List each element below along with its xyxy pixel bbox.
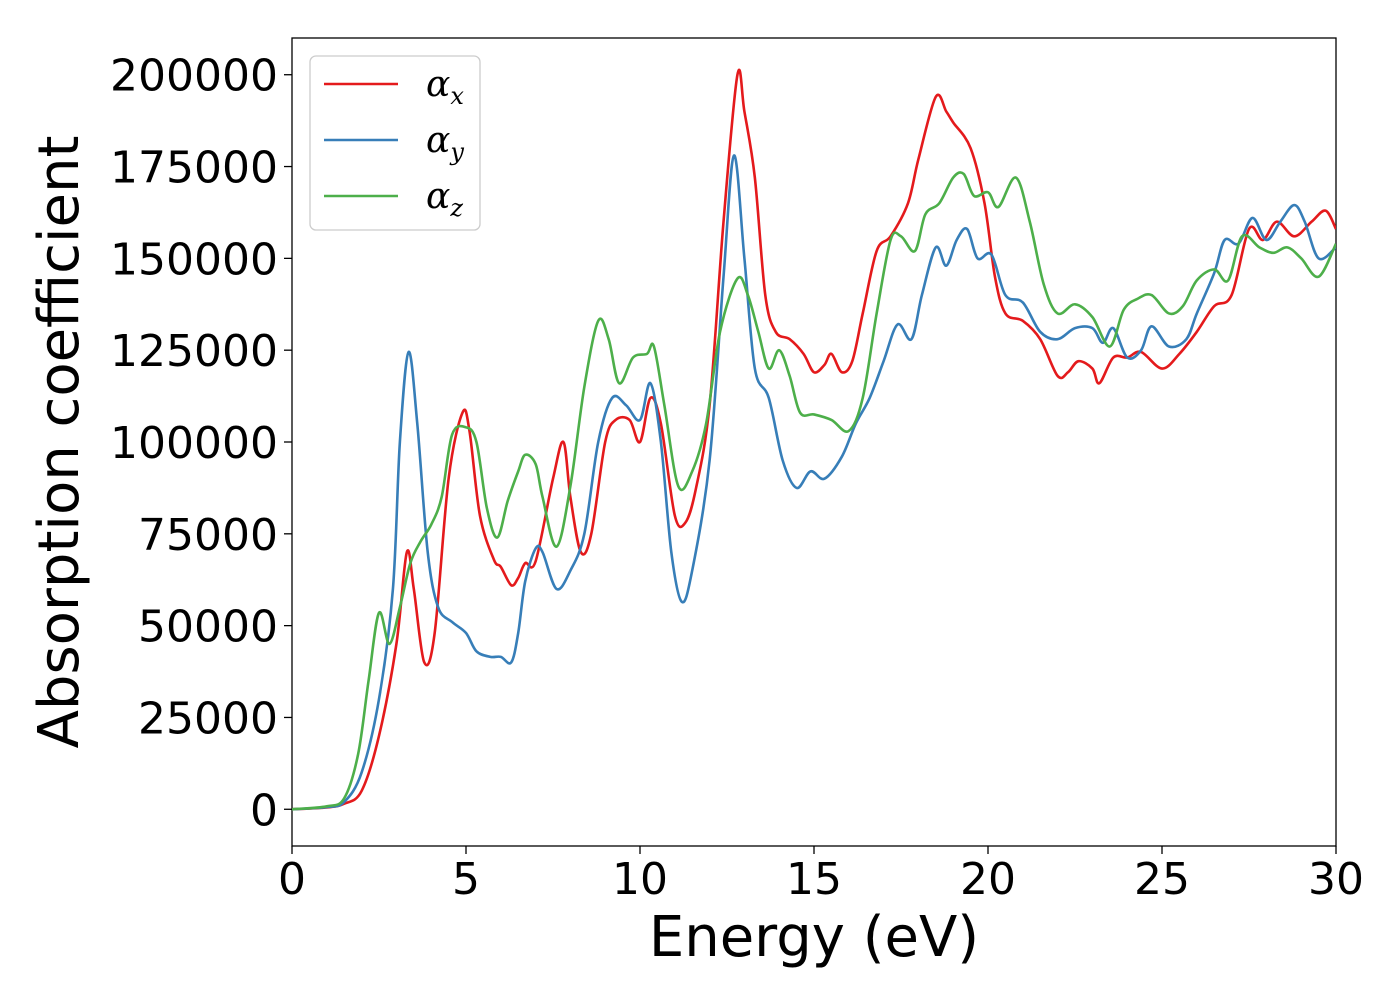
legend-label-y: αy [426,120,464,166]
x-tick-label: 5 [452,854,480,905]
x-tick-label: 20 [960,854,1016,905]
y-tick-label: 100000 [110,418,278,469]
y-tick-label: 0 [250,785,278,836]
x-tick-label: 15 [786,854,842,905]
legend-label-subscript: z [449,194,463,222]
y-tick-label: 200000 [110,51,278,102]
y-tick-label: 75000 [138,510,278,561]
series-line-z [292,171,1336,811]
y-tick-label: 150000 [110,234,278,285]
series-line-y [292,154,1336,811]
y-axis-ticks: 0 25000 50000 75000 100000 125000 150000 175000… [110,51,292,836]
series-line-x [292,68,1336,811]
legend-label-x: αx [426,64,464,110]
x-tick-label: 25 [1134,854,1190,905]
x-axis-title: Energy (eV) [649,905,979,970]
legend-label-z: αz [426,176,463,222]
y-tick-label: 25000 [138,693,278,744]
legend-label-base: α [426,120,450,161]
y-tick-label: 175000 [110,143,278,194]
x-tick-label: 30 [1308,854,1364,905]
legend-box [309,55,481,231]
x-tick-label: 0 [278,854,306,905]
legend-label-base: α [426,176,450,217]
legend-label-subscript: x [450,82,464,110]
legend-label-base: α [426,64,450,105]
y-axis-title: Absorption coefficient [27,136,92,749]
y-tick-label: 125000 [110,326,278,377]
series-lines [292,68,1336,811]
x-tick-label: 10 [612,854,668,905]
legend-label-subscript: y [449,138,464,166]
y-tick-label: 50000 [138,602,278,653]
x-axis-ticks: 0 5 10 15 20 25 30 [278,846,1364,905]
